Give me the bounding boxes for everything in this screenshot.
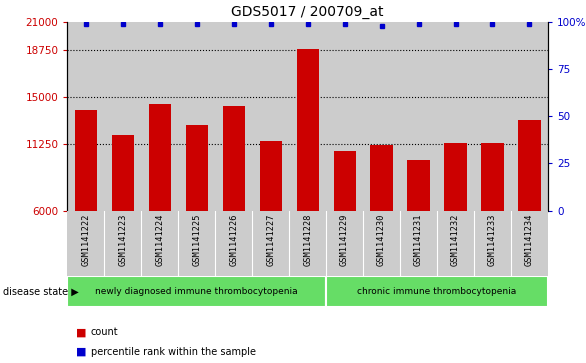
- Bar: [333, 151, 356, 211]
- Text: ■: ■: [76, 347, 87, 357]
- Bar: [186, 125, 208, 211]
- Text: GSM1141233: GSM1141233: [488, 213, 497, 266]
- Text: GSM1141226: GSM1141226: [229, 213, 239, 266]
- Bar: [481, 143, 503, 211]
- Bar: [112, 135, 134, 211]
- Bar: [444, 143, 466, 211]
- Bar: [297, 49, 319, 211]
- Text: GSM1141223: GSM1141223: [118, 213, 127, 266]
- Text: GSM1141230: GSM1141230: [377, 213, 386, 266]
- Bar: [67, 22, 104, 211]
- Bar: [474, 22, 511, 211]
- Bar: [511, 22, 548, 211]
- Bar: [67, 276, 326, 307]
- Bar: [326, 276, 548, 307]
- Text: newly diagnosed immune thrombocytopenia: newly diagnosed immune thrombocytopenia: [96, 287, 298, 296]
- Text: GSM1141229: GSM1141229: [340, 213, 349, 266]
- Text: GSM1141234: GSM1141234: [525, 213, 534, 266]
- Bar: [407, 160, 430, 211]
- Text: GSM1141225: GSM1141225: [192, 213, 201, 266]
- Bar: [215, 22, 252, 211]
- Bar: [437, 22, 474, 211]
- Bar: [75, 110, 97, 211]
- Bar: [149, 103, 171, 211]
- Bar: [260, 141, 282, 211]
- Text: GSM1141228: GSM1141228: [303, 213, 312, 266]
- Bar: [104, 22, 141, 211]
- Bar: [326, 22, 363, 211]
- Text: disease state ▶: disease state ▶: [3, 286, 79, 296]
- Text: ■: ■: [76, 327, 87, 337]
- Title: GDS5017 / 200709_at: GDS5017 / 200709_at: [231, 5, 384, 19]
- Text: GSM1141222: GSM1141222: [81, 213, 90, 266]
- Bar: [519, 120, 540, 211]
- Bar: [289, 22, 326, 211]
- Text: GSM1141231: GSM1141231: [414, 213, 423, 266]
- Text: count: count: [91, 327, 118, 337]
- Bar: [363, 22, 400, 211]
- Text: GSM1141224: GSM1141224: [155, 213, 164, 266]
- Text: chronic immune thrombocytopenia: chronic immune thrombocytopenia: [357, 287, 517, 296]
- Bar: [370, 145, 393, 211]
- Text: GSM1141227: GSM1141227: [266, 213, 275, 266]
- Bar: [400, 22, 437, 211]
- Bar: [178, 22, 215, 211]
- Bar: [223, 106, 245, 211]
- Bar: [141, 22, 178, 211]
- Text: GSM1141232: GSM1141232: [451, 213, 460, 266]
- Bar: [252, 22, 289, 211]
- Text: percentile rank within the sample: percentile rank within the sample: [91, 347, 256, 357]
